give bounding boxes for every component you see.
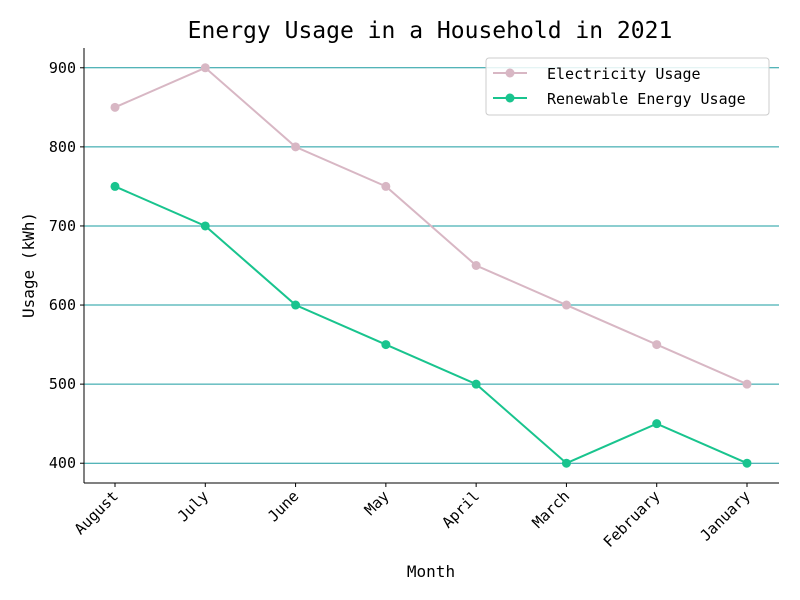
data-point xyxy=(110,102,120,112)
data-point xyxy=(291,142,301,152)
y-tick-label: 900 xyxy=(49,59,76,77)
legend-box xyxy=(485,57,770,116)
data-point xyxy=(742,458,752,468)
grid-lines xyxy=(84,67,779,464)
data-point xyxy=(381,181,391,191)
data-point xyxy=(291,300,301,310)
y-tick-label: 800 xyxy=(49,138,76,156)
data-series xyxy=(110,63,752,468)
x-tick-label: January xyxy=(696,487,753,544)
data-point xyxy=(561,300,571,310)
data-point xyxy=(110,181,120,191)
x-axis-label: Month xyxy=(407,562,455,581)
y-tick-label: 500 xyxy=(49,375,76,393)
data-point xyxy=(381,340,391,350)
y-axis-label: Usage (kWh) xyxy=(19,212,38,318)
data-point xyxy=(652,419,662,429)
data-point xyxy=(742,379,752,389)
legend-marker-renewable xyxy=(505,93,515,103)
x-tick-label: April xyxy=(438,487,483,532)
y-tick-label: 600 xyxy=(49,296,76,314)
data-point xyxy=(652,340,662,350)
series-line xyxy=(114,66,748,386)
y-tick-label: 700 xyxy=(49,217,76,235)
x-tick-label: March xyxy=(529,487,574,532)
y-tick-label: 400 xyxy=(49,454,76,472)
legend-marker-electricity xyxy=(505,68,515,78)
y-axis-ticks: 400 500 600 700 800 900 xyxy=(49,59,84,472)
data-point xyxy=(200,63,210,73)
x-tick-label: July xyxy=(174,487,212,525)
x-tick-label: June xyxy=(264,487,302,525)
legend-label-electricity: Electricity Usage xyxy=(547,65,701,83)
x-tick-label: August xyxy=(71,487,122,538)
x-tick-label: May xyxy=(361,487,393,519)
chart-title: Energy Usage in a Household in 2021 xyxy=(188,18,673,44)
data-point xyxy=(200,221,210,231)
legend: Electricity Usage Renewable Energy Usage xyxy=(485,57,770,116)
x-tick-label: February xyxy=(600,487,664,551)
data-point xyxy=(471,261,481,270)
x-axis-ticks: August July June May April March February Janua… xyxy=(71,483,754,551)
series-line xyxy=(114,185,748,465)
data-point xyxy=(471,379,481,389)
legend-label-renewable: Renewable Energy Usage xyxy=(547,90,746,108)
data-point xyxy=(561,458,571,468)
